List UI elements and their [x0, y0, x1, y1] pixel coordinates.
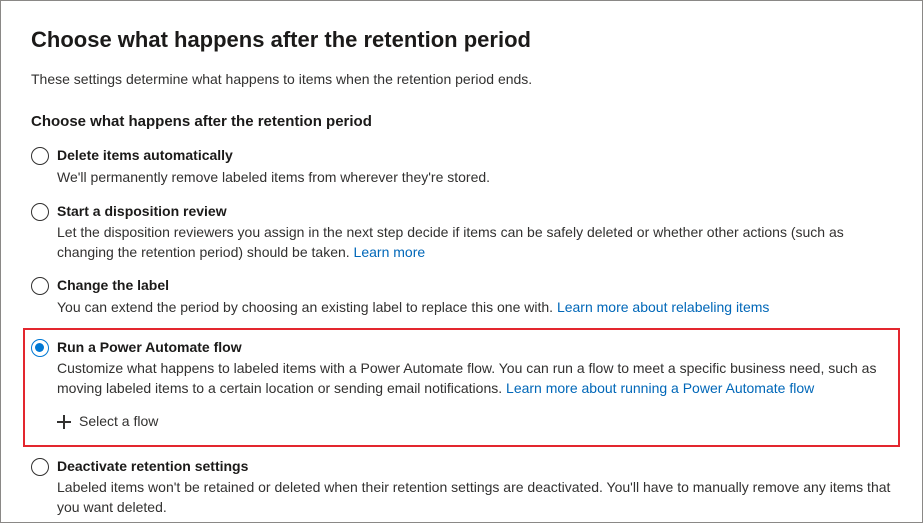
- radio-power-automate[interactable]: [31, 339, 49, 357]
- option-label: Run a Power Automate flow: [57, 338, 892, 358]
- option-description-text: You can extend the period by choosing an…: [57, 299, 557, 315]
- page-subtitle: These settings determine what happens to…: [31, 70, 892, 90]
- option-body: Run a Power Automate flow Customize what…: [57, 338, 892, 399]
- select-a-flow-label: Select a flow: [79, 412, 158, 432]
- option-description: You can extend the period by choosing an…: [57, 298, 892, 318]
- option-description-text: Let the disposition reviewers you assign…: [57, 224, 844, 260]
- option-disposition-review[interactable]: Start a disposition review Let the dispo…: [31, 198, 892, 273]
- option-body: Delete items automatically We'll permane…: [57, 146, 892, 187]
- radio-change-label[interactable]: [31, 277, 49, 295]
- section-title: Choose what happens after the retention …: [31, 111, 892, 132]
- option-label: Change the label: [57, 276, 892, 296]
- learn-more-relabeling-link[interactable]: Learn more about relabeling items: [557, 299, 769, 315]
- option-label: Start a disposition review: [57, 202, 892, 222]
- radio-disposition-review[interactable]: [31, 203, 49, 221]
- option-body: Start a disposition review Let the dispo…: [57, 202, 892, 263]
- option-power-automate[interactable]: Run a Power Automate flow Customize what…: [31, 336, 892, 405]
- option-description: We'll permanently remove labeled items f…: [57, 168, 892, 188]
- page-title: Choose what happens after the retention …: [31, 25, 892, 56]
- option-description: Let the disposition reviewers you assign…: [57, 223, 892, 262]
- plus-icon: [57, 415, 71, 429]
- option-deactivate-retention[interactable]: Deactivate retention settings Labeled it…: [31, 453, 892, 528]
- option-body: Deactivate retention settings Labeled it…: [57, 457, 892, 518]
- option-label: Delete items automatically: [57, 146, 892, 166]
- learn-more-link[interactable]: Learn more: [354, 244, 426, 260]
- option-delete-automatically[interactable]: Delete items automatically We'll permane…: [31, 142, 892, 197]
- learn-more-power-automate-link[interactable]: Learn more about running a Power Automat…: [506, 380, 814, 396]
- radio-deactivate-retention[interactable]: [31, 458, 49, 476]
- highlighted-option-box: Run a Power Automate flow Customize what…: [23, 328, 900, 447]
- option-change-label[interactable]: Change the label You can extend the peri…: [31, 272, 892, 327]
- option-description: Labeled items won't be retained or delet…: [57, 478, 892, 517]
- option-description: Customize what happens to labeled items …: [57, 359, 892, 398]
- option-body: Change the label You can extend the peri…: [57, 276, 892, 317]
- option-label: Deactivate retention settings: [57, 457, 892, 477]
- retention-settings-panel: Choose what happens after the retention …: [0, 0, 923, 523]
- select-a-flow-button[interactable]: Select a flow: [57, 412, 158, 432]
- radio-delete-automatically[interactable]: [31, 147, 49, 165]
